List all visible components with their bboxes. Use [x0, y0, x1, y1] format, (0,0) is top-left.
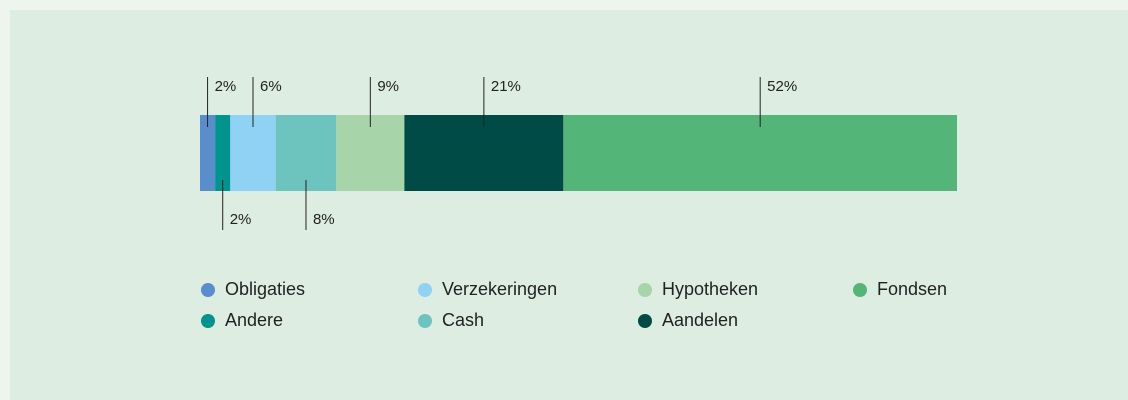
bar-segment	[336, 115, 405, 191]
bar-segment	[404, 115, 564, 191]
legend-marker	[853, 283, 867, 297]
value-label: 9%	[377, 78, 399, 95]
legend-label: Andere	[225, 310, 283, 330]
bar-segment	[230, 115, 276, 191]
value-label: 2%	[230, 211, 252, 228]
value-label: 8%	[313, 211, 335, 228]
legend-label: Obligaties	[225, 279, 305, 299]
legend-marker	[201, 314, 215, 328]
panel	[10, 10, 1128, 400]
value-label: 21%	[491, 78, 521, 95]
legend-marker	[638, 314, 652, 328]
bar-segment	[563, 115, 957, 191]
value-label: 52%	[767, 78, 797, 95]
legend-marker	[201, 283, 215, 297]
legend-label: Verzekeringen	[442, 279, 557, 299]
legend-marker	[418, 314, 432, 328]
legend-label: Hypotheken	[662, 279, 758, 299]
bar-segment	[275, 115, 337, 191]
legend-marker	[638, 283, 652, 297]
legend-label: Aandelen	[662, 310, 738, 330]
value-label: 2%	[215, 78, 237, 95]
legend-label: Cash	[442, 310, 484, 330]
legend-label: Fondsen	[877, 279, 947, 299]
bar-segment	[200, 115, 216, 191]
legend-marker	[418, 283, 432, 297]
bar-segment	[215, 115, 231, 191]
value-label: 6%	[260, 78, 282, 95]
